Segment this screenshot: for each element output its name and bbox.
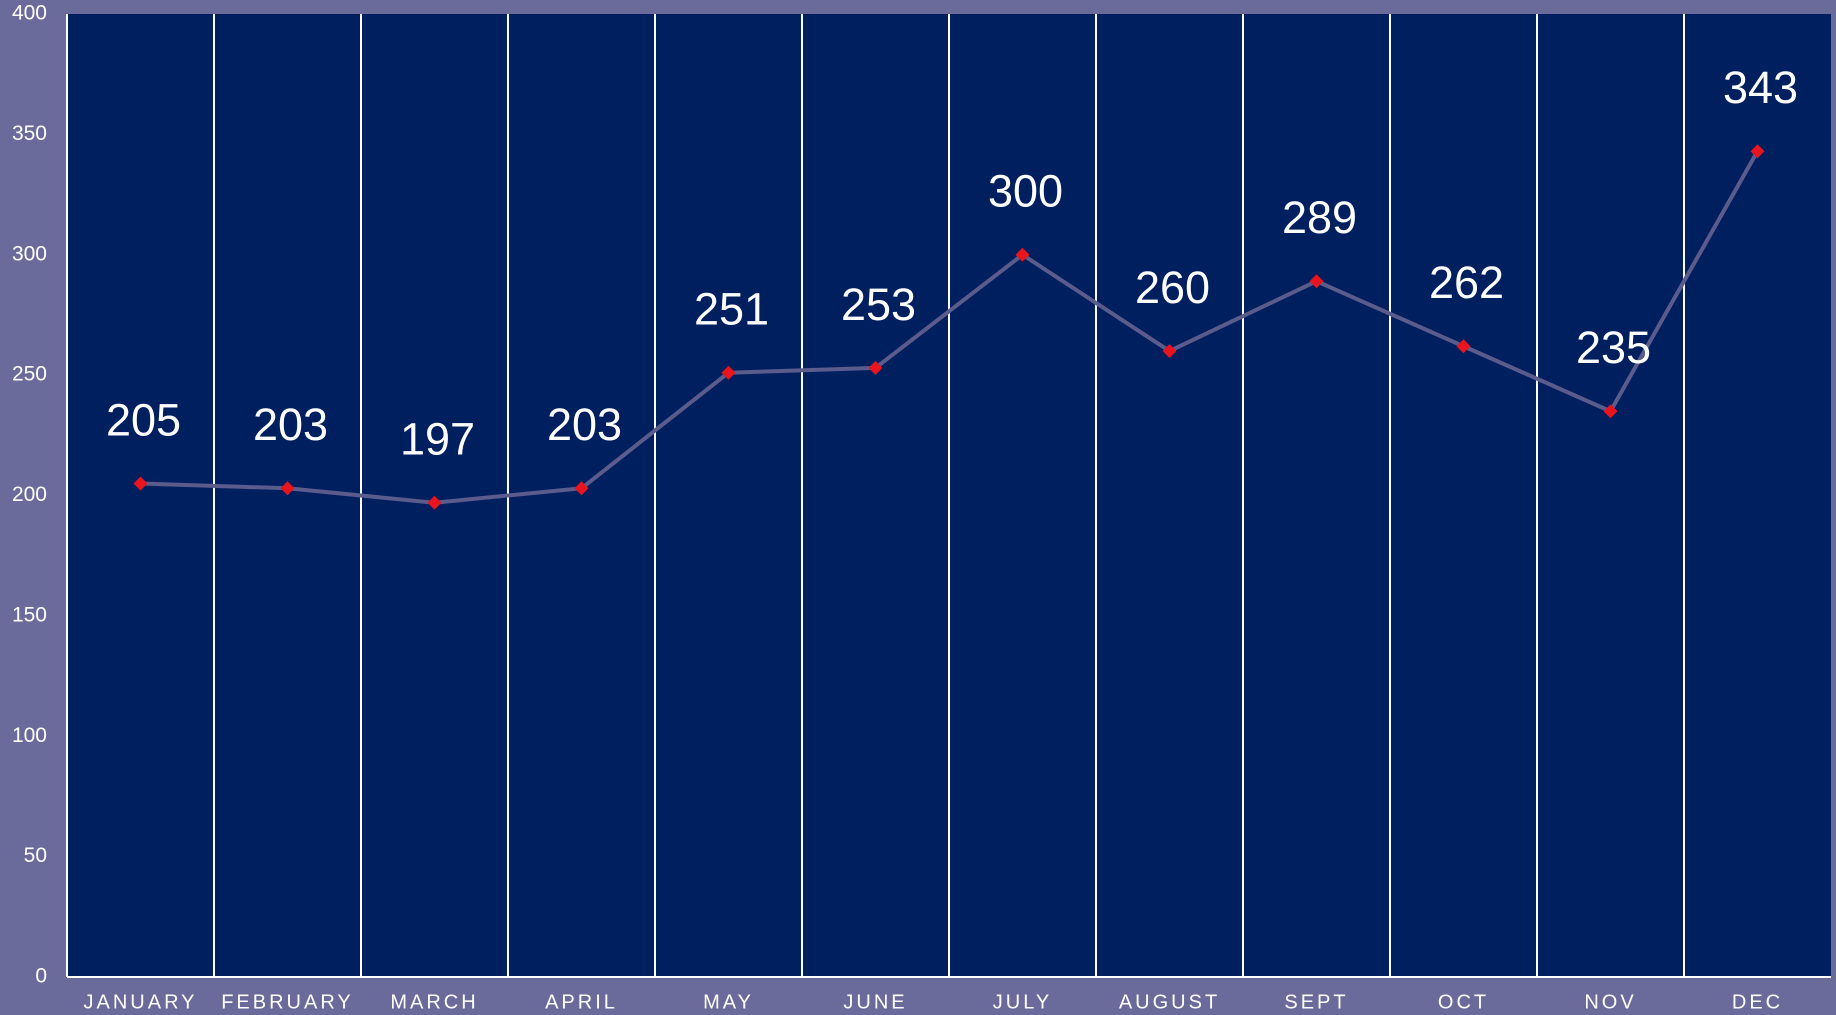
data-point: [1015, 247, 1030, 262]
data-point: [1603, 404, 1618, 419]
data-point: [574, 481, 589, 496]
data-label: 343: [1723, 62, 1798, 113]
data-point: [280, 481, 295, 496]
x-tick-label: OCT: [1438, 991, 1489, 1013]
x-tick-label: APRIL: [545, 991, 618, 1013]
data-label: 260: [1135, 262, 1210, 313]
y-tick-label: 100: [12, 724, 47, 747]
y-tick-label: 200: [12, 483, 47, 506]
data-label: 300: [988, 166, 1063, 217]
x-tick-label: SEPT: [1284, 991, 1348, 1013]
x-tick-label: AUGUST: [1119, 991, 1220, 1013]
x-tick-label: JANUARY: [84, 991, 198, 1013]
data-line: [140, 150, 1760, 505]
x-tick-label: DEC: [1732, 991, 1783, 1013]
y-tick-label: 250: [12, 363, 47, 386]
data-label: 235: [1576, 322, 1651, 373]
x-tick-label: MAY: [703, 991, 754, 1013]
x-tick-label: FEBRUARY: [221, 991, 354, 1013]
data-label: 251: [694, 284, 769, 335]
data-point: [1162, 344, 1177, 359]
data-label: 205: [106, 394, 181, 445]
y-tick-label: 400: [12, 2, 47, 25]
data-label: 203: [253, 399, 328, 450]
y-tick-label: 350: [12, 122, 47, 145]
data-label: 197: [400, 414, 475, 465]
y-tick-label: 0: [35, 965, 47, 988]
x-tick-label: MARCH: [390, 991, 478, 1013]
y-tick-label: 150: [12, 603, 47, 626]
data-point: [1750, 144, 1765, 159]
data-point: [1456, 339, 1471, 354]
x-tick-label: NOV: [1584, 991, 1636, 1013]
data-point: [868, 360, 883, 375]
data-label: 253: [841, 279, 916, 330]
data-point: [427, 495, 442, 510]
x-tick-label: JULY: [993, 991, 1052, 1013]
x-tick-label: JUNE: [843, 991, 907, 1013]
data-label: 262: [1429, 257, 1504, 308]
y-tick-label: 50: [24, 844, 47, 867]
y-tick-label: 300: [12, 242, 47, 265]
data-label: 289: [1282, 192, 1357, 243]
data-point: [1309, 274, 1324, 289]
data-label: 203: [547, 399, 622, 450]
data-point: [133, 476, 148, 491]
data-point: [721, 365, 736, 380]
